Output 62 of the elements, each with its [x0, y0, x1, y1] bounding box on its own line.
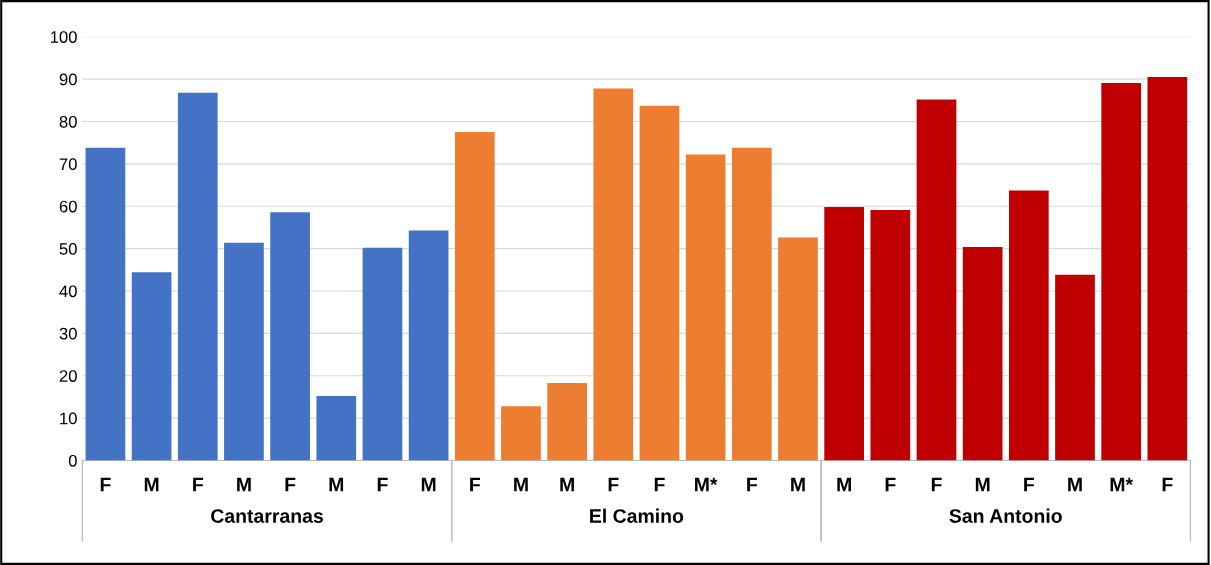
y-tick-label: 30	[59, 327, 77, 340]
x-tick-label: F	[193, 477, 203, 492]
bar	[731, 147, 772, 461]
bar	[824, 207, 864, 461]
y-tick-label: 80	[59, 115, 77, 128]
bar	[454, 132, 495, 461]
x-tick-label: M	[237, 477, 251, 492]
y-tick-label: 90	[59, 73, 77, 86]
y-tick-label: 0	[68, 454, 77, 467]
x-tick-label: M	[560, 477, 574, 492]
bar	[639, 105, 680, 461]
x-tick-label: F	[1162, 477, 1173, 492]
bar	[224, 242, 264, 461]
x-tick-label: F	[377, 477, 388, 492]
y-tick-label: 40	[59, 285, 77, 298]
x-tick-label: M	[791, 477, 805, 492]
bar	[362, 247, 403, 461]
x-tick-label: M	[421, 477, 436, 492]
x-tick-label: M	[837, 477, 851, 492]
bar	[685, 154, 726, 461]
text: El Camino	[590, 508, 684, 523]
bar	[593, 88, 634, 461]
bar	[85, 147, 126, 461]
x-tick-label: M*	[695, 477, 718, 492]
x-tick-label: F	[100, 477, 111, 492]
bar	[270, 212, 310, 461]
x-tick-label: F	[285, 477, 296, 492]
x-tick-label: M	[329, 477, 344, 492]
y-tick-label: 100	[50, 31, 77, 43]
bar	[316, 396, 357, 461]
x-tick-label: F	[885, 477, 896, 492]
x-tick-label: M	[975, 477, 990, 492]
x-tick-label: M*	[1110, 477, 1134, 492]
bar	[778, 237, 818, 461]
bar	[962, 246, 1003, 461]
x-tick-label: F	[1024, 477, 1035, 492]
bar	[916, 99, 957, 461]
x-tick-label: F	[747, 477, 758, 492]
bar	[1147, 76, 1188, 461]
y-tick-label: 20	[59, 370, 77, 382]
x-tick-label: M	[514, 477, 528, 492]
y-tick-label: 50	[59, 243, 77, 255]
x-tick-label: F	[608, 477, 619, 492]
x-tick-label: M	[1068, 477, 1082, 492]
bar	[870, 210, 911, 461]
bar	[547, 382, 587, 461]
y-tick-label: 70	[59, 158, 77, 171]
y-tick-label: 60	[59, 200, 77, 213]
bar	[408, 230, 449, 461]
bar	[131, 272, 172, 461]
x-tick-label: F	[470, 477, 481, 492]
text: San Antonio	[949, 508, 1062, 523]
bar	[177, 92, 218, 461]
x-tick-label: F	[654, 477, 665, 492]
text: Cantarranas	[211, 509, 323, 523]
bar	[1055, 274, 1095, 461]
bar	[501, 406, 541, 461]
bar	[1101, 82, 1142, 461]
y-tick-label: 10	[60, 412, 77, 425]
bar	[1008, 190, 1049, 461]
x-tick-label: M	[144, 477, 159, 492]
x-tick-label: F	[931, 477, 942, 492]
